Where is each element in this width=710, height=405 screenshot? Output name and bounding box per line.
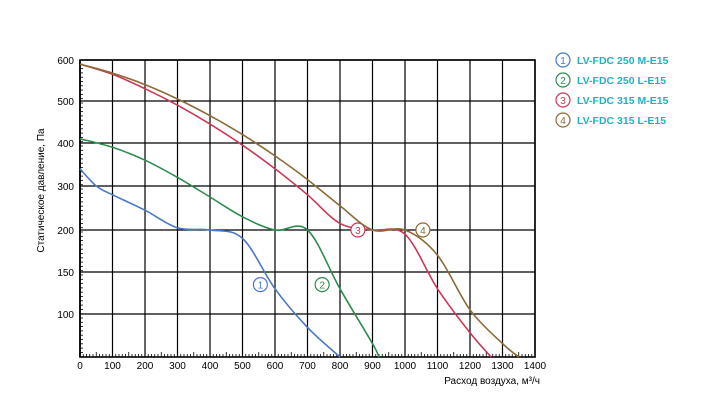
x-tick-label: 100 bbox=[104, 361, 121, 372]
y-tick-label: 300 bbox=[57, 182, 74, 193]
x-tick-label: 0 bbox=[77, 361, 83, 372]
y-tick-label: 500 bbox=[57, 97, 74, 108]
series-marker-label-4: 4 bbox=[420, 226, 426, 237]
x-tick-label: 200 bbox=[137, 361, 154, 372]
legend-label-4: LV-FDC 315 L-E15 bbox=[577, 115, 666, 127]
legend-circle-3 bbox=[555, 92, 571, 108]
x-tick-label: 400 bbox=[202, 361, 219, 372]
series-line-2 bbox=[79, 138, 380, 358]
series-marker-label-2: 2 bbox=[319, 281, 325, 292]
series-line-4 bbox=[79, 63, 520, 358]
x-tick-label: 300 bbox=[169, 361, 186, 372]
legend-number-4: 4 bbox=[560, 116, 566, 127]
legend-circle-2 bbox=[555, 72, 571, 88]
legend-circle-1 bbox=[555, 52, 571, 68]
x-tick-label: 500 bbox=[234, 361, 251, 372]
legend-label-1: LV-FDC 250 M-E15 bbox=[577, 55, 669, 67]
legend-circle-4 bbox=[555, 112, 571, 128]
series-marker-label-3: 3 bbox=[355, 226, 361, 237]
x-axis-label: Расход воздуха, м³/ч bbox=[444, 376, 540, 387]
legend-label-3: LV-FDC 315 M-E15 bbox=[577, 95, 669, 107]
y-tick-label: 100 bbox=[57, 310, 74, 321]
x-tick-label: 1400 bbox=[524, 361, 547, 372]
x-tick-label: 1100 bbox=[427, 361, 449, 372]
legend-label-2: LV-FDC 250 L-E15 bbox=[577, 75, 666, 87]
series-line-1 bbox=[79, 168, 341, 358]
x-tick-label: 600 bbox=[267, 361, 284, 372]
y-tick-label: 600 bbox=[57, 56, 74, 67]
series-line-3 bbox=[79, 63, 492, 358]
series-marker-label-1: 1 bbox=[258, 281, 264, 292]
x-tick-label: 1000 bbox=[394, 361, 417, 372]
legend-number-3: 3 bbox=[560, 96, 566, 107]
x-tick-label: 1300 bbox=[491, 361, 514, 372]
series-marker-circle-1 bbox=[252, 277, 268, 293]
y-tick-label: 400 bbox=[57, 139, 74, 150]
series-marker-circle-4 bbox=[415, 222, 431, 238]
y-tick-label: 700 bbox=[57, 0, 74, 3]
x-tick-label: 800 bbox=[332, 361, 349, 372]
x-tick-label: 700 bbox=[299, 361, 316, 372]
x-tick-label: 900 bbox=[364, 361, 381, 372]
y-tick-label: 200 bbox=[57, 226, 74, 237]
y-axis-label: Статическое давление, Па bbox=[36, 128, 47, 253]
legend-number-2: 2 bbox=[560, 76, 566, 87]
legend-number-1: 1 bbox=[560, 56, 566, 67]
series-marker-circle-3 bbox=[350, 222, 366, 238]
series-marker-circle-2 bbox=[314, 277, 330, 293]
y-tick-label: 150 bbox=[57, 268, 74, 279]
x-tick-label: 1200 bbox=[459, 361, 482, 372]
